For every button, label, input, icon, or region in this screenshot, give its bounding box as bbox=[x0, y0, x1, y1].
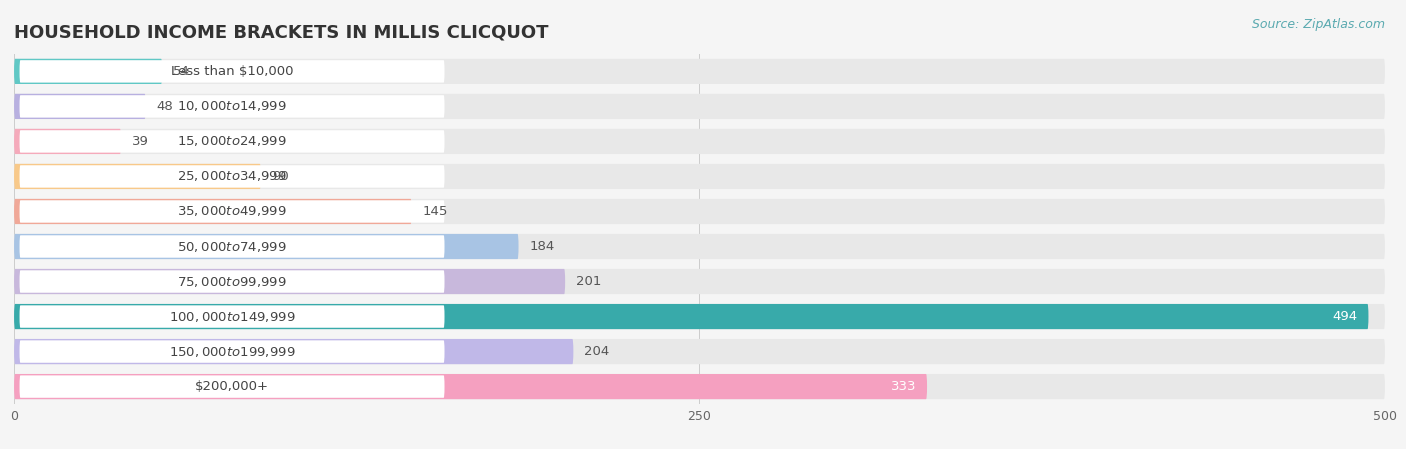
Text: $10,000 to $14,999: $10,000 to $14,999 bbox=[177, 99, 287, 114]
FancyBboxPatch shape bbox=[14, 199, 412, 224]
Text: $100,000 to $149,999: $100,000 to $149,999 bbox=[169, 309, 295, 324]
FancyBboxPatch shape bbox=[20, 270, 444, 293]
Text: $25,000 to $34,999: $25,000 to $34,999 bbox=[177, 169, 287, 184]
FancyBboxPatch shape bbox=[14, 234, 1385, 259]
FancyBboxPatch shape bbox=[20, 235, 444, 258]
FancyBboxPatch shape bbox=[14, 94, 1385, 119]
FancyBboxPatch shape bbox=[20, 375, 444, 398]
FancyBboxPatch shape bbox=[14, 164, 262, 189]
FancyBboxPatch shape bbox=[14, 269, 1385, 294]
FancyBboxPatch shape bbox=[14, 374, 1385, 399]
FancyBboxPatch shape bbox=[14, 304, 1368, 329]
FancyBboxPatch shape bbox=[20, 165, 444, 188]
FancyBboxPatch shape bbox=[20, 305, 444, 328]
FancyBboxPatch shape bbox=[14, 59, 162, 84]
Text: 494: 494 bbox=[1333, 310, 1358, 323]
FancyBboxPatch shape bbox=[14, 164, 1385, 189]
FancyBboxPatch shape bbox=[14, 374, 927, 399]
Text: 184: 184 bbox=[530, 240, 555, 253]
FancyBboxPatch shape bbox=[14, 59, 1385, 84]
Text: $75,000 to $99,999: $75,000 to $99,999 bbox=[177, 274, 287, 289]
FancyBboxPatch shape bbox=[20, 60, 444, 83]
FancyBboxPatch shape bbox=[14, 129, 121, 154]
FancyBboxPatch shape bbox=[14, 94, 146, 119]
FancyBboxPatch shape bbox=[20, 95, 444, 118]
Text: 48: 48 bbox=[156, 100, 173, 113]
FancyBboxPatch shape bbox=[14, 304, 1385, 329]
Text: $200,000+: $200,000+ bbox=[195, 380, 269, 393]
FancyBboxPatch shape bbox=[20, 340, 444, 363]
Text: 39: 39 bbox=[132, 135, 149, 148]
FancyBboxPatch shape bbox=[14, 339, 574, 364]
Text: 333: 333 bbox=[890, 380, 917, 393]
FancyBboxPatch shape bbox=[14, 339, 1385, 364]
Text: $15,000 to $24,999: $15,000 to $24,999 bbox=[177, 134, 287, 149]
Text: $50,000 to $74,999: $50,000 to $74,999 bbox=[177, 239, 287, 254]
Text: 204: 204 bbox=[585, 345, 610, 358]
Text: 90: 90 bbox=[271, 170, 288, 183]
FancyBboxPatch shape bbox=[14, 269, 565, 294]
Text: $35,000 to $49,999: $35,000 to $49,999 bbox=[177, 204, 287, 219]
Text: Source: ZipAtlas.com: Source: ZipAtlas.com bbox=[1251, 18, 1385, 31]
FancyBboxPatch shape bbox=[20, 200, 444, 223]
Text: $150,000 to $199,999: $150,000 to $199,999 bbox=[169, 344, 295, 359]
Text: Less than $10,000: Less than $10,000 bbox=[170, 65, 294, 78]
Text: 201: 201 bbox=[576, 275, 602, 288]
Text: 54: 54 bbox=[173, 65, 190, 78]
FancyBboxPatch shape bbox=[20, 130, 444, 153]
FancyBboxPatch shape bbox=[14, 234, 519, 259]
Text: HOUSEHOLD INCOME BRACKETS IN MILLIS CLICQUOT: HOUSEHOLD INCOME BRACKETS IN MILLIS CLIC… bbox=[14, 23, 548, 41]
FancyBboxPatch shape bbox=[14, 199, 1385, 224]
Text: 145: 145 bbox=[423, 205, 449, 218]
FancyBboxPatch shape bbox=[14, 129, 1385, 154]
